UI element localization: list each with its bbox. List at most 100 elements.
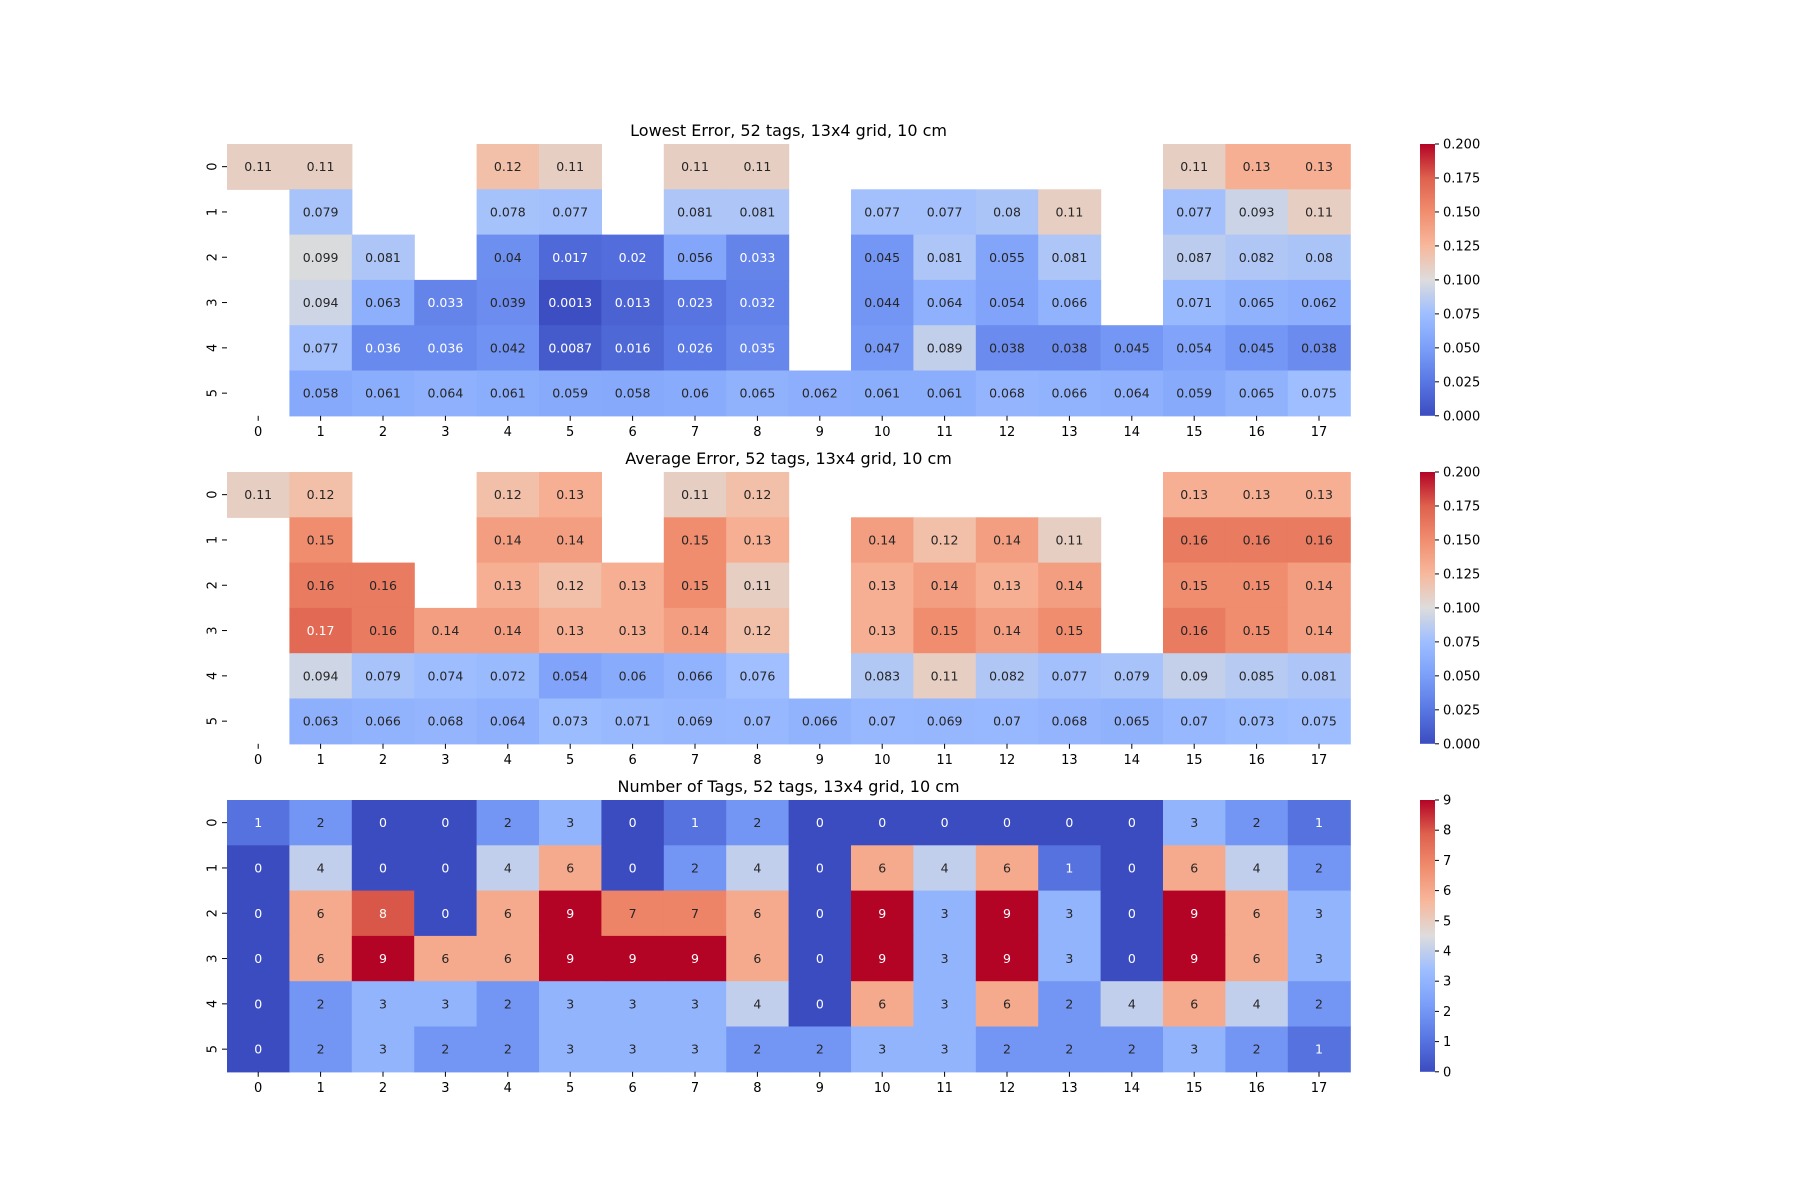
heatmap-cell (663, 607, 727, 654)
cell-value-label: 0.062 (1301, 295, 1337, 310)
heatmap-cell (975, 517, 1039, 564)
heatmap-cell (1100, 325, 1164, 372)
cell-value-label: 2 (1315, 860, 1323, 875)
heatmap-cell (913, 325, 977, 372)
heatmap-cell (975, 189, 1039, 236)
heatmap-cell (414, 370, 478, 417)
heatmap-cell (726, 1026, 790, 1073)
cell-value-label: 0 (254, 860, 262, 875)
cell-value-label: 2 (504, 996, 512, 1011)
colorbar: 0.000 0.025 0.050 0.075 0.100 0.125 0.150 0.175… (1420, 466, 1480, 752)
cell-value-label: 0.11 (1055, 204, 1083, 219)
heatmap-cell (788, 1026, 852, 1073)
heatmap-cell (726, 370, 790, 417)
heatmap-cell (351, 698, 415, 745)
colorbar-tick-label: 3 (1443, 975, 1451, 990)
heatmap-cell (1163, 234, 1226, 281)
heatmap-cell (1163, 279, 1226, 326)
heatmap-cell (1038, 234, 1102, 281)
heatmap-cell (851, 562, 914, 609)
heatmap-cell (1287, 189, 1351, 236)
cell-value-label: 6 (441, 951, 449, 966)
heatmap-cell (539, 370, 602, 417)
heatmap-cell (975, 890, 1039, 937)
cell-value-label: 0.13 (1305, 159, 1333, 174)
heatmap-cell (663, 517, 727, 564)
heatmap-cell (227, 935, 290, 982)
x-tick-label: 13 (1061, 1081, 1078, 1096)
heatmap-cell (1287, 325, 1351, 372)
x-tick-label: 2 (379, 1081, 387, 1096)
heatmap-cell (663, 325, 727, 372)
cell-value-label: 0.066 (802, 714, 838, 729)
cell-value-label: 0.13 (494, 578, 522, 593)
cell-value-label: 0.14 (681, 623, 709, 638)
x-tick-label: 16 (1248, 425, 1265, 440)
cell-value-label: 0.081 (740, 204, 776, 219)
colorbar-tick-label: 0.050 (1443, 669, 1480, 684)
cell-value-label: 0.13 (556, 487, 584, 502)
heatmap-cell (1163, 890, 1226, 937)
cell-value-label: 0.039 (490, 295, 526, 310)
colorbar-tick-label: 0.150 (1443, 205, 1480, 220)
cell-value-label: 1 (1315, 815, 1323, 830)
cell-value-label: 0 (1128, 951, 1136, 966)
heatmap-cell (1287, 935, 1351, 982)
x-tick-label: 6 (628, 1081, 636, 1096)
cell-value-label: 0.02 (619, 250, 647, 265)
cell-value-label: 3 (629, 1042, 637, 1057)
cell-value-label: 0.047 (864, 340, 900, 355)
heatmap-cell (913, 698, 977, 745)
colorbar-tick-label: 0.175 (1443, 171, 1480, 186)
cell-value-label: 2 (691, 860, 699, 875)
cell-value-label: 0.14 (1305, 623, 1333, 638)
heatmap-cell (1100, 800, 1164, 846)
cell-value-label: 0.0087 (548, 340, 592, 355)
cell-value-label: 2 (1253, 815, 1261, 830)
heatmap-cell (726, 800, 790, 846)
cell-value-label: 6 (878, 860, 886, 875)
heatmap-cell (913, 653, 977, 700)
cell-value-label: 4 (753, 860, 761, 875)
cell-value-label: 0.066 (677, 668, 713, 683)
heatmap-cell (1225, 189, 1289, 236)
x-tick-label: 0 (254, 1081, 262, 1096)
heatmap-cell (414, 981, 478, 1028)
y-tick-label: 5 (206, 389, 221, 397)
cell-value-label: 0.16 (1305, 532, 1333, 547)
cell-value-label: 0.077 (927, 204, 963, 219)
cell-value-label: 0.058 (303, 386, 339, 401)
x-tick-label: 13 (1061, 753, 1078, 768)
x-tick-label: 14 (1124, 753, 1141, 768)
x-tick-label: 3 (441, 753, 449, 768)
x-tick-label: 7 (691, 1081, 699, 1096)
cell-value-label: 0.12 (307, 487, 335, 502)
cell-value-label: 0.09 (1180, 668, 1208, 683)
heatmap-cell (1100, 890, 1164, 937)
heatmap-cell (1038, 517, 1102, 564)
cell-value-label: 0.077 (1176, 204, 1212, 219)
heatmap-cell (539, 189, 602, 236)
cell-value-label: 6 (317, 906, 325, 921)
x-tick-label: 2 (379, 425, 387, 440)
cell-value-label: 0.07 (743, 714, 771, 729)
cell-value-label: 0 (941, 815, 949, 830)
cell-value-label: 0.075 (1301, 386, 1337, 401)
cell-value-label: 0.069 (677, 714, 713, 729)
cell-value-label: 3 (941, 1042, 949, 1057)
heatmap-cell (1225, 472, 1289, 518)
cell-value-label: 0.15 (1243, 578, 1271, 593)
colorbar-gradient (1420, 144, 1435, 416)
cell-value-label: 9 (691, 951, 699, 966)
heatmap-cell (975, 935, 1039, 982)
cell-value-label: 0.061 (365, 386, 401, 401)
x-axis-ticks: 0 1 2 3 4 5 6 7 8 9 10 11 12 13 14 15 16 17 (254, 1071, 1327, 1096)
heatmap-cell (1038, 607, 1102, 654)
heatmap-cell (539, 472, 602, 518)
heatmap-cell (289, 472, 353, 518)
heatmap-cell (1038, 1026, 1102, 1073)
heatmap-cell (1287, 607, 1351, 654)
cell-value-label: 6 (504, 951, 512, 966)
cell-value-label: 2 (504, 1042, 512, 1057)
heatmap-cell (227, 981, 290, 1028)
